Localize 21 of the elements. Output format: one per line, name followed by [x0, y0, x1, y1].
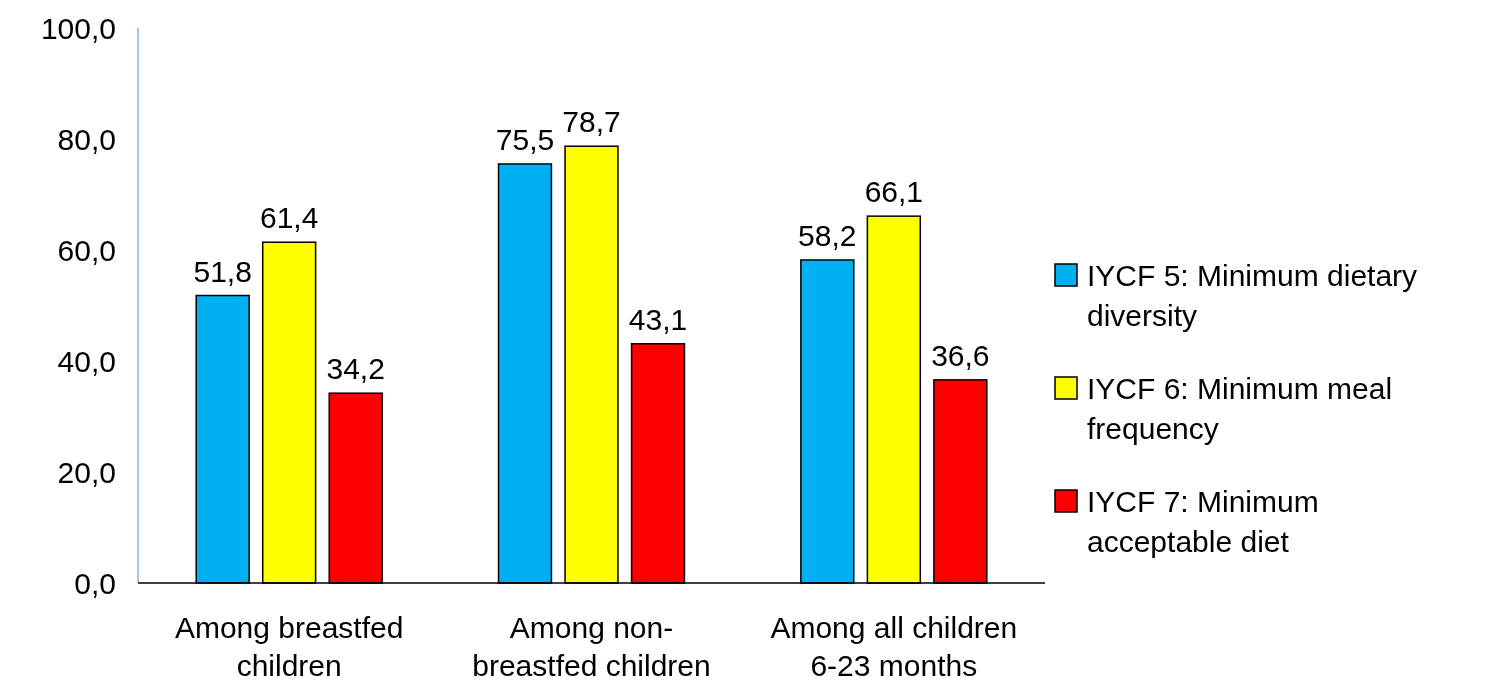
data-label: 34,2	[326, 352, 385, 386]
x-tick-label: Among all children 6-23 months	[770, 611, 1018, 682]
data-label: 61,4	[259, 201, 319, 235]
y-tick-label: 40,0	[57, 344, 116, 378]
legend-label: IYCF 6: Minimum meal frequency	[1087, 371, 1393, 445]
data-label: 78,7	[562, 105, 621, 139]
x-tick-label: Among non-breastfed children	[472, 611, 711, 682]
legend-label: IYCF 5: Minimum dietary diversity	[1087, 258, 1418, 332]
data-label: 75,5	[495, 122, 555, 156]
data-label: 51,8	[193, 254, 252, 288]
legend-label: IYCF 7: Minimum acceptable diet	[1087, 484, 1319, 558]
data-label: 58,2	[798, 218, 857, 252]
y-tick-label: 20,0	[57, 455, 116, 489]
y-tick-label: 0,0	[74, 566, 116, 600]
y-tick-label: 60,0	[57, 233, 116, 267]
y-tick-label: 100,0	[40, 11, 116, 45]
data-label: 36,6	[931, 338, 990, 372]
data-label: 66,1	[864, 175, 924, 209]
data-label: 43,1	[628, 302, 688, 336]
y-tick-label: 80,0	[57, 122, 116, 156]
x-tick-label: Among breastfed children	[174, 611, 404, 682]
